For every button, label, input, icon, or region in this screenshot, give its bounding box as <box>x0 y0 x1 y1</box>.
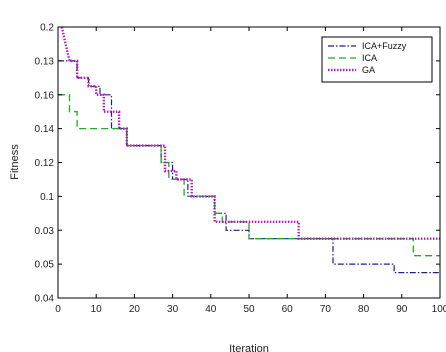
x-tick-label: 20 <box>129 304 141 315</box>
y-tick-label: 0.12 <box>35 158 55 169</box>
y-tick-label: 0.04 <box>35 294 55 305</box>
x-tick-label: 0 <box>55 304 61 315</box>
y-tick-label: 0.13 <box>35 56 55 67</box>
series-line-2 <box>60 26 440 240</box>
legend-label-1: ICA <box>362 53 377 63</box>
x-tick-label: 30 <box>167 304 179 315</box>
legend-label-2: GA <box>362 65 375 75</box>
legend: ICA+Fuzzy ICA GA <box>321 36 433 83</box>
series-line-1 <box>58 94 440 257</box>
y-tick-label: 0.2 <box>40 23 54 34</box>
x-tick-label: 90 <box>396 304 408 315</box>
y-tick-label: 0.03 <box>35 226 55 237</box>
x-tick-label: 80 <box>358 304 370 315</box>
y-tick-label: 0.14 <box>35 124 55 135</box>
y-tick-label: 0.16 <box>35 90 55 101</box>
x-tick-label: 70 <box>320 304 332 315</box>
series-layer <box>58 26 440 274</box>
series-line-0 <box>58 60 440 274</box>
tick-layer: 0 10 20 30 40 50 60 70 80 90 100 0.2 0.13 0.16 0.14 0.1… <box>35 23 446 316</box>
x-tick-label: 40 <box>205 304 217 315</box>
legend-label-0: ICA+Fuzzy <box>362 41 407 51</box>
x-tick-label: 10 <box>91 304 103 315</box>
x-tick-label: 60 <box>282 304 294 315</box>
x-tick-label: 50 <box>243 304 255 315</box>
y-tick-label: 0.1 <box>40 192 54 203</box>
legend-box <box>321 36 433 83</box>
y-axis-title: Fitness <box>9 144 21 180</box>
y-tick-label: 0.05 <box>35 260 55 271</box>
x-axis-title: Iteration <box>229 343 269 352</box>
x-tick-label: 100 <box>432 304 446 315</box>
